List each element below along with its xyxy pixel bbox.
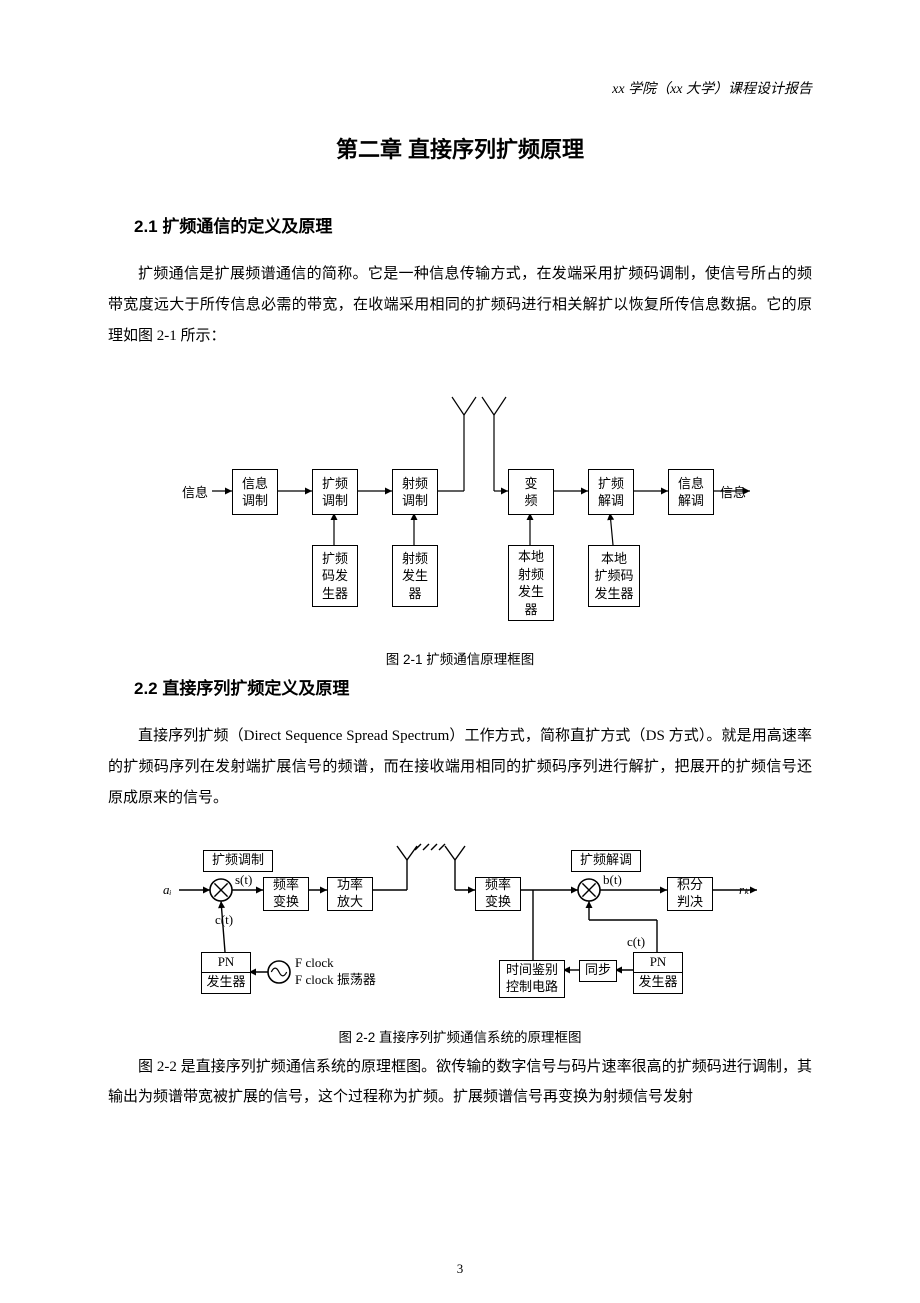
diagram-node: 扩频解调 [588,469,634,515]
section-2-2-para1: 直接序列扩频（Direct Sequence Spread Spectrum）工… [108,721,812,813]
diagram-node: 发生器 [633,972,683,994]
diagram-label: aᵢ [163,882,172,898]
figure-2-2-caption: 图 2-2 直接序列扩频通信系统的原理框图 [108,1026,812,1046]
diagram-node: 扩频调制 [312,469,358,515]
diagram-node: 扩频码发生器 [312,545,358,607]
figure-2-1-caption: 图 2-1 扩频通信原理框图 [108,648,812,668]
diagram-node: 射频调制 [392,469,438,515]
diagram-node: 信息调制 [232,469,278,515]
diagram-node: 射频发生器 [392,545,438,607]
diagram-label: c(t) [215,912,233,928]
diagram-node: PN [633,952,683,974]
diagram-node: 积分判决 [667,877,713,911]
diagram-label: 信息 [720,482,746,501]
section-2-1-title: 2.1 扩频通信的定义及原理 [134,212,812,237]
diagram-label: c(t) [627,934,645,950]
page-header: xx 学院（xx 大学）课程设计报告 [108,78,812,98]
chapter-title: 第二章 直接序列扩频原理 [108,132,812,164]
diagram-label: b(t) [603,872,622,888]
section-2-1-para: 扩频通信是扩展频谱通信的简称。它是一种信息传输方式，在发端采用扩频码调制，使信号… [108,259,812,351]
diagram-node: PN [201,952,251,974]
page-number: 3 [0,1261,920,1277]
diagram-node: 变频 [508,469,554,515]
document-page: xx 学院（xx 大学）课程设计报告 第二章 直接序列扩频原理 2.1 扩频通信… [0,0,920,1303]
diagram-node: 发生器 [201,972,251,994]
section-2-2-para2: 图 2-2 是直接序列扩频通信系统的原理框图。欲传输的数字信号与码片速率很高的扩… [108,1052,812,1114]
diagram-node: 频率变换 [475,877,521,911]
figure-2-2: 扩频调制频率变换功率放大PN发生器F clockF clock 振荡器aᵢs(t… [108,840,812,1020]
diagram-node: 扩频调制 [203,850,273,872]
diagram-node: 同步 [579,960,617,982]
diagram-label: 信息 [182,482,208,501]
diagram-node: 信息解调 [668,469,714,515]
diagram-node: 时间鉴别控制电路 [499,960,565,998]
section-2-2-title: 2.2 直接序列扩频定义及原理 [134,674,812,699]
diagram-node: 扩频解调 [571,850,641,872]
diagram-node: F clockF clock 振荡器 [295,952,391,992]
diagram-node: 功率放大 [327,877,373,911]
diagram-label: s(t) [235,872,252,888]
diagram-node: 频率变换 [263,877,309,911]
diagram-node: 本地扩频码发生器 [588,545,640,607]
diagram-node: 本地射频发生器 [508,545,554,621]
diagram-label: rₖ [739,882,750,898]
figure-2-1: 信息调制扩频调制射频调制 变频扩频解调信息解调扩频码发生器射频发生器 本地射频发生器… [108,377,812,642]
